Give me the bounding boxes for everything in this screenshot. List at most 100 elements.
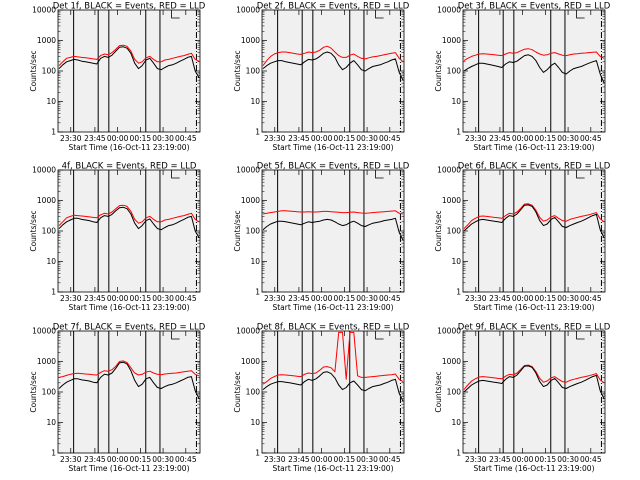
panel-title: Det 2f, BLACK = Events, RED = LLD [257, 2, 410, 12]
y-tick-label: 10 [46, 257, 56, 266]
detector-panel-4: 4f, BLACK = Events, RED = LLD 1 10 100 1000 1… [29, 162, 201, 312]
lld-series-line [58, 44, 200, 66]
x-tick-label: 00:00 [311, 294, 333, 303]
lld-series-line [262, 331, 404, 385]
x-tick-label: 00:15 [130, 134, 152, 143]
x-tick-label: 00:30 [557, 455, 579, 464]
x-tick-label: 23:45 [489, 134, 511, 143]
x-tick-label: 00:30 [356, 294, 378, 303]
x-tick-label: 00:15 [334, 134, 356, 143]
x-tick-label: 23:30 [60, 134, 82, 143]
y-tick-label: 1 [51, 288, 56, 297]
lld-series-line [58, 204, 200, 226]
x-tick-label: 00:45 [379, 455, 401, 464]
y-tick-label: 1000 [442, 357, 461, 366]
y-axis-label: Counts/sec [434, 210, 443, 251]
y-tick-label: 10000 [437, 166, 461, 175]
x-tick-label: 23:45 [84, 455, 106, 464]
x-tick-label: 00:30 [152, 134, 174, 143]
x-tick-label: 23:30 [465, 294, 487, 303]
x-axis-label: Start Time (16-Oct-11 23:19:00) [473, 143, 594, 152]
x-axis-label: Start Time (16-Oct-11 23:19:00) [68, 143, 189, 152]
y-axis-label: Counts/sec [233, 50, 242, 91]
y-tick-label: 100 [246, 227, 261, 236]
y-tick-label: 10 [451, 97, 461, 106]
y-tick-label: 100 [447, 67, 462, 76]
x-tick-label: 00:00 [107, 134, 129, 143]
y-axis-label: Counts/sec [434, 371, 443, 412]
x-tick-label: 00:15 [535, 455, 557, 464]
panel-title: Det 7f, BLACK = Events, RED = LLD [53, 323, 206, 333]
panel-title: Det 9f, BLACK = Events, RED = LLD [458, 323, 611, 333]
bracket-marker [576, 170, 585, 179]
x-tick-label: 00:30 [152, 294, 174, 303]
y-tick-label: 10000 [437, 327, 461, 336]
y-tick-label: 1000 [241, 357, 260, 366]
y-tick-label: 10000 [437, 6, 461, 15]
plot-area [261, 330, 405, 454]
events-series-line [58, 361, 200, 400]
x-tick-label: 00:15 [334, 294, 356, 303]
bracket-marker [375, 331, 384, 340]
panel-title: Det 1f, BLACK = Events, RED = LLD [53, 2, 206, 12]
events-series-line [262, 371, 404, 402]
y-tick-label: 10000 [32, 166, 56, 175]
y-tick-label: 1 [51, 128, 56, 137]
x-tick-label: 00:45 [379, 134, 401, 143]
x-tick-label: 23:45 [84, 294, 106, 303]
y-tick-label: 10 [250, 418, 260, 427]
x-axis-label: Start Time (16-Oct-11 23:19:00) [272, 303, 393, 312]
y-tick-label: 10 [451, 418, 461, 427]
bracket-marker [171, 331, 180, 340]
y-tick-label: 100 [246, 67, 261, 76]
x-tick-label: 23:45 [84, 134, 106, 143]
events-series-line [262, 51, 404, 81]
panel-title: Det 5f, BLACK = Events, RED = LLD [257, 162, 410, 172]
events-series-line [58, 206, 200, 239]
y-tick-label: 100 [447, 388, 462, 397]
y-tick-label: 10 [46, 418, 56, 427]
detector-panel-3: Det 3f, BLACK = Events, RED = LLD 1 10 100 1… [434, 2, 611, 153]
x-axis-label: Start Time (16-Oct-11 23:19:00) [473, 464, 594, 473]
x-tick-label: 00:45 [580, 294, 602, 303]
plot-area [57, 169, 201, 293]
x-tick-label: 00:15 [334, 455, 356, 464]
x-tick-label: 00:00 [107, 294, 129, 303]
y-tick-label: 10 [46, 97, 56, 106]
x-tick-label: 00:45 [175, 134, 197, 143]
panel-title: Det 8f, BLACK = Events, RED = LLD [257, 323, 410, 333]
plot-area [57, 9, 201, 133]
x-tick-label: 23:45 [288, 294, 310, 303]
y-tick-label: 1 [456, 128, 461, 137]
y-tick-label: 10000 [236, 6, 260, 15]
y-tick-label: 1000 [37, 196, 56, 205]
x-tick-label: 23:30 [264, 455, 286, 464]
bracket-marker [171, 10, 180, 19]
events-series-line [463, 204, 605, 239]
plot-area [261, 9, 405, 133]
y-tick-label: 1000 [37, 357, 56, 366]
x-tick-label: 00:30 [152, 455, 174, 464]
x-tick-label: 00:45 [580, 134, 602, 143]
lld-series-line [58, 360, 200, 378]
y-tick-label: 100 [246, 388, 261, 397]
plot-area [462, 169, 606, 293]
y-tick-label: 10 [451, 257, 461, 266]
y-tick-label: 1000 [241, 36, 260, 45]
x-axis-label: Start Time (16-Oct-11 23:19:00) [473, 303, 594, 312]
x-tick-label: 23:45 [489, 455, 511, 464]
bracket-marker [375, 170, 384, 179]
x-axis-label: Start Time (16-Oct-11 23:19:00) [272, 143, 393, 152]
y-tick-label: 100 [447, 227, 462, 236]
events-series-line [262, 217, 404, 241]
y-tick-label: 10000 [236, 327, 260, 336]
x-tick-label: 00:30 [356, 134, 378, 143]
y-tick-label: 1 [255, 128, 260, 137]
x-tick-label: 00:00 [311, 134, 333, 143]
x-tick-label: 00:15 [535, 134, 557, 143]
events-series-line [463, 365, 605, 400]
plot-area [462, 9, 606, 133]
x-tick-label: 23:30 [264, 134, 286, 143]
y-tick-label: 1000 [442, 36, 461, 45]
